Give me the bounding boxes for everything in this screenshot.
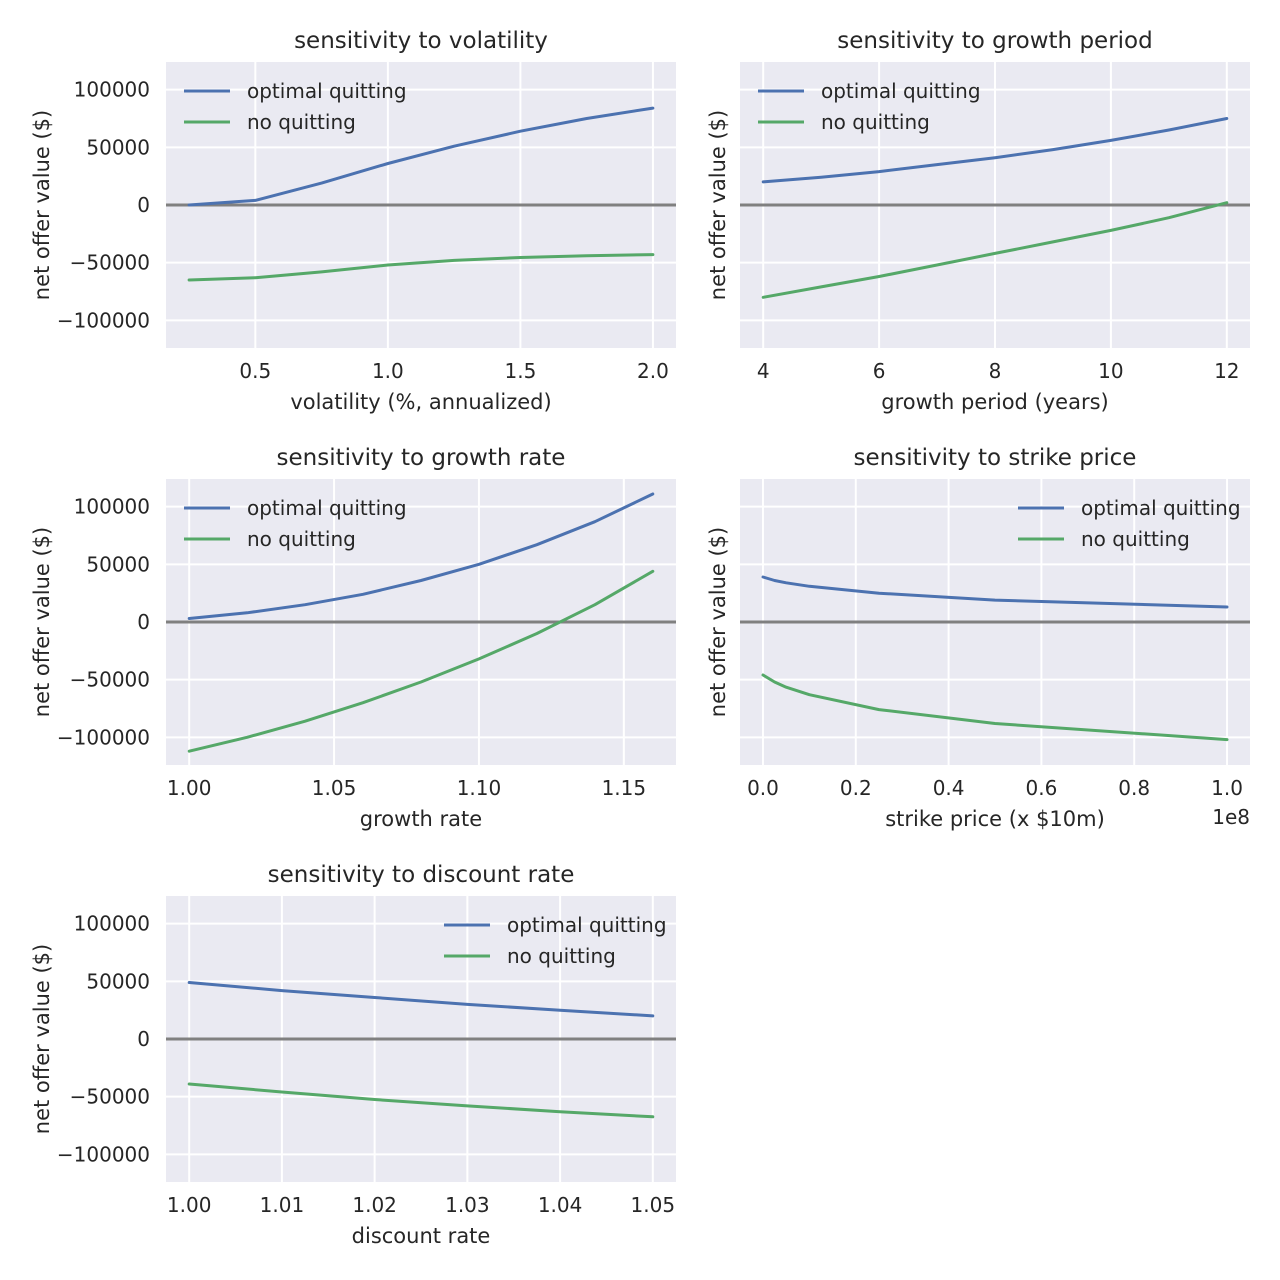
x-tick-label: 1.5 xyxy=(504,359,536,383)
subplot-3: 1.00 1.05 1.10 1.15 100000 50000 0 −50000 −10000… xyxy=(30,445,676,831)
series-line-optimal-quitting xyxy=(761,117,1229,184)
x-tick-label: 0.8 xyxy=(1118,776,1150,800)
y-axis-label: net offer value ($) xyxy=(30,110,54,300)
legend: optimal quitting no quitting xyxy=(444,913,667,968)
x-tick-label: 0.4 xyxy=(933,776,965,800)
x-tick-label: 2.0 xyxy=(637,359,669,383)
y-tick-label: −50000 xyxy=(70,1085,150,1109)
chart-title: sensitivity to growth rate xyxy=(277,445,566,471)
y-axis-label: net offer value ($) xyxy=(30,527,54,717)
y-tick-label: −100000 xyxy=(57,725,150,749)
x-tick-label: 1.00 xyxy=(167,776,212,800)
x-offset-label: 1e8 xyxy=(1212,805,1250,829)
series-line-no-quitting xyxy=(761,673,1229,742)
chart-title: sensitivity to growth period xyxy=(837,28,1152,54)
series-line-no-quitting xyxy=(187,569,655,753)
y-tick-label: 50000 xyxy=(86,135,150,159)
legend-label: optimal quitting xyxy=(247,79,407,103)
x-tick-label: 1.03 xyxy=(445,1193,490,1217)
y-axis-label: net offer value ($) xyxy=(30,944,54,1134)
legend-label: no quitting xyxy=(507,944,616,968)
series-line-optimal-quitting xyxy=(187,981,655,1018)
x-axis-label: strike price (x $10m) xyxy=(885,807,1105,831)
chart-title: sensitivity to discount rate xyxy=(268,862,575,888)
x-tick-label: 1.10 xyxy=(457,776,502,800)
legend: optimal quitting no quitting xyxy=(758,79,981,134)
x-axis-label: volatility (%, annualized) xyxy=(290,390,551,414)
x-tick-label: 1.0 xyxy=(372,359,404,383)
y-tick-label: 50000 xyxy=(86,552,150,576)
subplot-5: 1.00 1.01 1.02 1.03 1.04 1.05 100000 50000 0 −500… xyxy=(30,862,676,1248)
legend-label: optimal quitting xyxy=(1081,496,1241,520)
y-tick-label: −50000 xyxy=(70,668,150,692)
x-tick-label: 1.0 xyxy=(1211,776,1243,800)
x-axis-label: growth period (years) xyxy=(881,390,1109,414)
y-tick-label: 100000 xyxy=(74,495,150,519)
x-tick-label: 6 xyxy=(873,359,886,383)
subplot-1: 0.5 1.0 1.5 2.0 100000 50000 0 −50000 −100000 sen… xyxy=(30,28,676,414)
x-tick-label: 10 xyxy=(1098,359,1123,383)
legend: optimal quitting no quitting xyxy=(1018,496,1241,551)
y-axis-label: net offer value ($) xyxy=(706,110,730,300)
y-tick-label: −100000 xyxy=(57,1142,150,1166)
x-tick-label: 1.05 xyxy=(631,1193,676,1217)
y-tick-label: 0 xyxy=(137,193,150,217)
y-tick-label: −50000 xyxy=(70,251,150,275)
x-tick-label: 1.05 xyxy=(312,776,357,800)
legend-label: optimal quitting xyxy=(507,913,667,937)
y-axis-label: net offer value ($) xyxy=(706,527,730,717)
legend: optimal quitting no quitting xyxy=(184,496,407,551)
legend-label: no quitting xyxy=(247,110,356,134)
series-line-optimal-quitting xyxy=(187,106,655,207)
series-line-optimal-quitting xyxy=(187,492,655,620)
legend-label: optimal quitting xyxy=(821,79,981,103)
series-line-optimal-quitting xyxy=(761,575,1229,609)
y-tick-label: 50000 xyxy=(86,969,150,993)
x-tick-label: 0.6 xyxy=(1025,776,1057,800)
legend-label: optimal quitting xyxy=(247,496,407,520)
x-tick-label: 1.04 xyxy=(538,1193,583,1217)
subplot-2: 4 6 8 10 12 sensitivity to growth period growt… xyxy=(706,28,1250,414)
y-tick-label: 0 xyxy=(137,1027,150,1051)
legend: optimal quitting no quitting xyxy=(184,79,407,134)
x-tick-label: 1.01 xyxy=(260,1193,305,1217)
legend-label: no quitting xyxy=(1081,527,1190,551)
legend-label: no quitting xyxy=(247,527,356,551)
x-tick-label: 1.02 xyxy=(352,1193,397,1217)
x-tick-label: 0.5 xyxy=(239,359,271,383)
x-tick-label: 8 xyxy=(989,359,1002,383)
x-tick-label: 12 xyxy=(1214,359,1239,383)
chart-title: sensitivity to strike price xyxy=(854,445,1137,471)
y-tick-label: 0 xyxy=(137,610,150,634)
x-axis-label: discount rate xyxy=(352,1224,491,1248)
series-line-no-quitting xyxy=(187,1082,655,1119)
y-tick-label: 100000 xyxy=(74,912,150,936)
x-tick-label: 4 xyxy=(757,359,770,383)
subplot-4: 0.0 0.2 0.4 0.6 0.8 1.0 sensitivity to strike … xyxy=(706,445,1250,831)
series-line-no-quitting xyxy=(761,201,1229,299)
legend-label: no quitting xyxy=(821,110,930,134)
x-tick-label: 0.0 xyxy=(747,776,779,800)
x-axis-label: growth rate xyxy=(360,807,482,831)
chart-title: sensitivity to volatility xyxy=(294,28,548,54)
series-line-no-quitting xyxy=(187,253,655,282)
x-tick-label: 1.00 xyxy=(167,1193,212,1217)
y-tick-label: −100000 xyxy=(57,308,150,332)
x-tick-label: 1.15 xyxy=(602,776,647,800)
y-tick-label: 100000 xyxy=(74,78,150,102)
x-tick-label: 0.2 xyxy=(840,776,872,800)
